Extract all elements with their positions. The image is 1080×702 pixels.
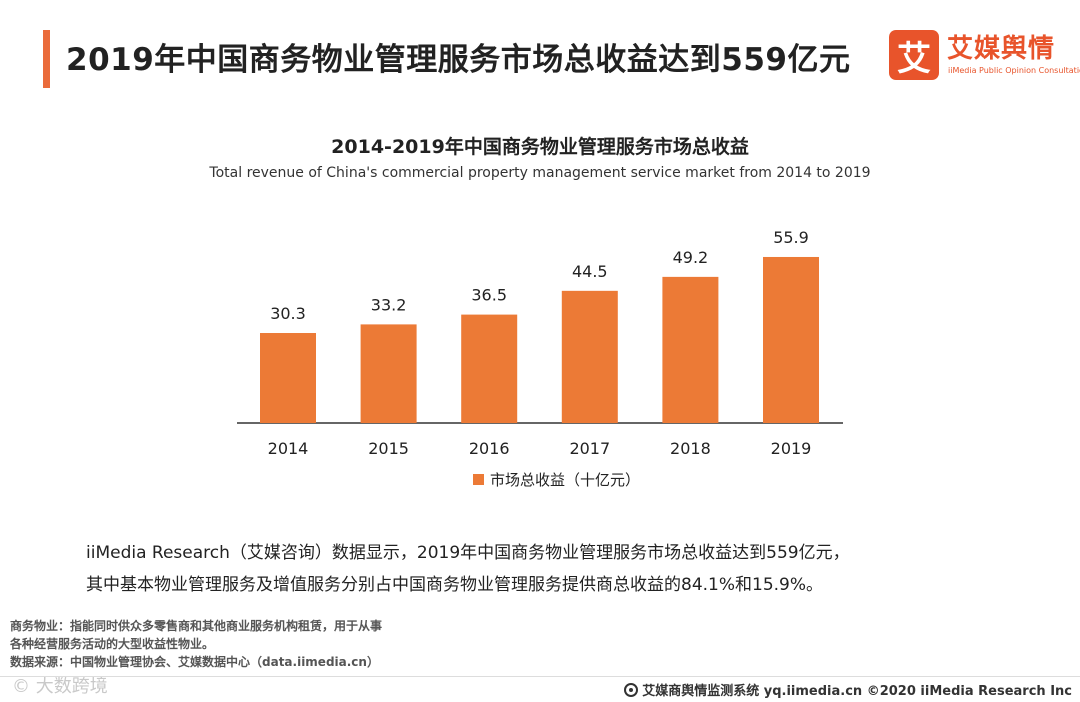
x-tick-2016: 2016 (469, 439, 510, 458)
x-tick-2017: 2017 (569, 439, 610, 458)
title-accent-bar (43, 30, 50, 88)
logo-name-en: iiMedia Public Opinion Consultation (948, 66, 1080, 75)
footer-divider (0, 676, 1080, 677)
footnotes: 商务物业：指能同时供众多零售商和其他商业服务机构租赁，用于从事 各种经营服务活动… (10, 617, 382, 671)
chart-title: 2014-2019年中国商务物业管理服务市场总收益 (331, 136, 749, 158)
chart-legend: 市场总收益（十亿元） (473, 469, 640, 490)
bar-2016 (461, 314, 518, 423)
page-title: 2019年中国商务物业管理服务市场总收益达到559亿元 (66, 42, 851, 78)
x-tick-2014: 2014 (268, 439, 309, 458)
x-tick-2018: 2018 (670, 439, 711, 458)
footer-text: 艾媒商舆情监测系统 yq.iimedia.cn ©2020 iiMedia Re… (642, 684, 1072, 699)
logo-name-cn: 艾媒舆情 (947, 34, 1056, 64)
data-label-2018: 49.2 (673, 248, 709, 267)
bar-2017 (561, 290, 618, 423)
summary-line-2: 其中基本物业管理服务及增值服务分别占中国商务物业管理服务提供商总收益的84.1%… (86, 575, 824, 595)
logo-mark-icon: 艾 (889, 30, 939, 80)
watermark: © 大数跨境 (12, 676, 108, 697)
data-source: 数据来源：中国物业管理协会、艾媒数据中心（data.iimedia.cn） (10, 655, 379, 669)
definition-line-2: 各种经营服务活动的大型收益性物业。 (10, 637, 215, 651)
chart-subtitle: Total revenue of China's commercial prop… (209, 165, 871, 181)
brand-logo: 艾 艾媒舆情 iiMedia Public Opinion Consultati… (889, 28, 1080, 82)
x-tick-2019: 2019 (771, 439, 812, 458)
data-label-2019: 55.9 (773, 228, 809, 247)
bar-2019 (763, 256, 819, 423)
bar-2018 (662, 276, 719, 423)
x-tick-2015: 2015 (368, 439, 409, 458)
legend-label: 市场总收益（十亿元） (490, 471, 641, 489)
data-label-2015: 33.2 (371, 295, 407, 314)
footer: 艾媒商舆情监测系统 yq.iimedia.cn ©2020 iiMedia Re… (624, 680, 1072, 699)
data-label-2014: 30.3 (270, 304, 306, 323)
definition-line-1: 商务物业：指能同时供众多零售商和其他商业服务机构租赁，用于从事 (10, 619, 383, 633)
summary-text: iiMedia Research（艾媒咨询）数据显示，2019年中国商务物业管理… (86, 537, 1026, 601)
data-label-2016: 36.5 (471, 286, 507, 305)
data-label-2017: 44.5 (572, 262, 608, 281)
legend-swatch (473, 474, 484, 485)
bar-2014 (260, 333, 316, 423)
summary-line-1: iiMedia Research（艾媒咨询）数据显示，2019年中国商务物业管理… (86, 543, 850, 563)
bar-2015 (360, 324, 417, 423)
monitor-icon (624, 682, 639, 697)
